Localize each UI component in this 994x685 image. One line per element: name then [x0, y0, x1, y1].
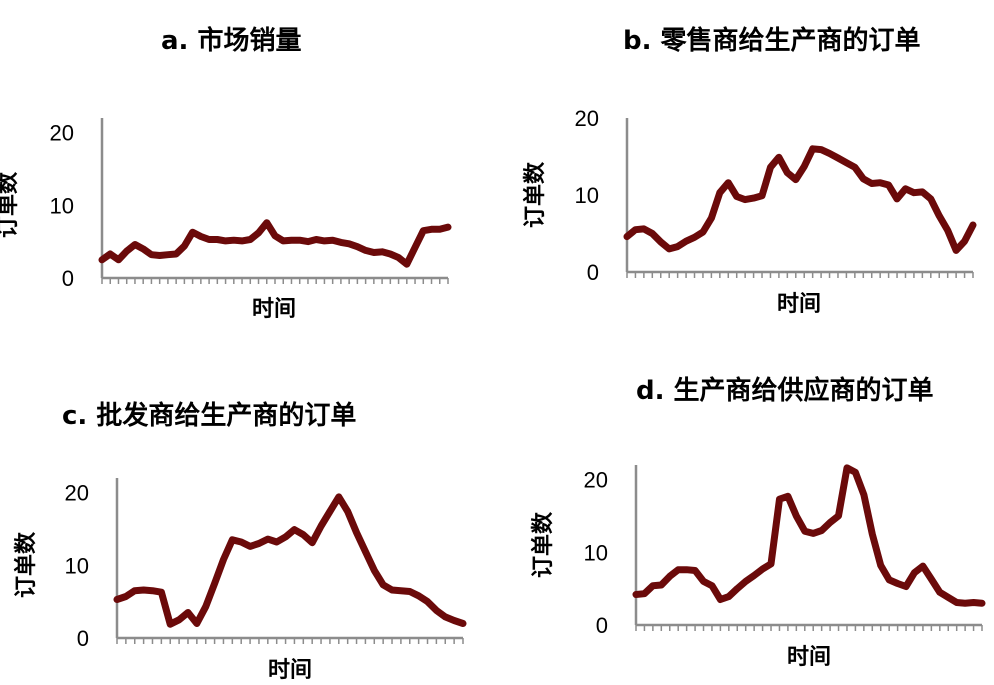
y-tick-label: 0: [62, 266, 74, 291]
chart-title: a. 市场销量: [161, 26, 302, 56]
x-axis-title: 时间: [787, 645, 831, 670]
x-axis-title: 时间: [268, 658, 312, 683]
y-tick-label: 20: [65, 481, 89, 506]
y-tick-label: 0: [596, 613, 608, 638]
x-axis-title: 时间: [252, 297, 296, 322]
chart-title: b. 零售商给生产商的订单: [623, 26, 921, 56]
y-tick-label: 10: [50, 193, 74, 218]
y-tick-label: 0: [77, 626, 89, 651]
series-line: [113, 493, 467, 628]
y-tick-label: 10: [65, 553, 89, 578]
series-line: [98, 219, 452, 268]
y-tick-label: 10: [575, 183, 599, 208]
y-axis-title: 订单数: [0, 171, 21, 238]
y-axis-title: 订单数: [522, 161, 548, 228]
y-tick-label: 20: [50, 121, 74, 146]
chart-title: c. 批发商给生产商的订单: [62, 401, 357, 431]
x-axis-title: 时间: [777, 292, 821, 317]
y-axis-title: 订单数: [530, 511, 556, 578]
series-line: [623, 145, 977, 254]
y-tick-label: 0: [587, 260, 599, 285]
chart-title: d. 生产商给供应商的订单: [636, 376, 934, 406]
series-line: [632, 464, 986, 607]
y-tick-label: 10: [584, 540, 608, 565]
y-axis-title: 订单数: [13, 531, 39, 598]
y-tick-label: 20: [575, 106, 599, 131]
y-tick-label: 20: [584, 468, 608, 493]
